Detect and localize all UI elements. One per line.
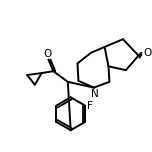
Text: F: F xyxy=(87,100,93,111)
Text: O: O xyxy=(143,48,152,58)
Text: O: O xyxy=(43,49,52,59)
Text: N: N xyxy=(91,89,99,99)
